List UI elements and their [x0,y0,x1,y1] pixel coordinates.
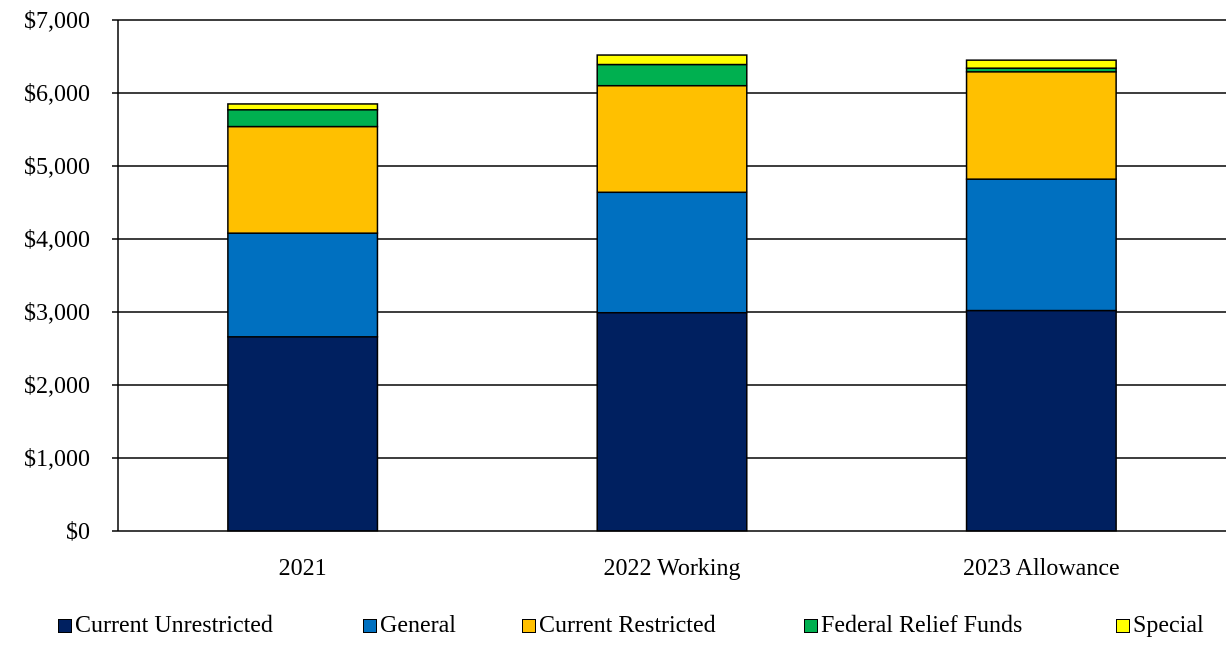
axes [117,20,1226,532]
legend-label: Current Unrestricted [75,612,273,638]
y-axis-ticks: $0 $1,000 $2,000 $3,000 $4,000 $5,000 $6,000 $7… [24,8,118,545]
legend-item: General [363,612,456,639]
x-axis-ticks: 2021 2022 Working 2023 Allowance [279,555,1120,581]
bar-segment [227,232,379,338]
legend-swatch [1116,618,1130,633]
legend-swatch [363,618,377,633]
bar-segment [596,191,748,314]
x-tick-label: 2023 Allowance [963,555,1120,581]
y-tick-label: $5,000 [24,154,90,180]
bar-segment [227,336,379,532]
bar-segment [596,311,748,532]
legend-label: General [380,612,456,638]
legend-label: Special [1133,612,1204,638]
legend-swatch [58,618,72,633]
legend: Current Unrestricted General Current Restr… [0,612,1226,646]
y-tick-label: $3,000 [24,300,90,326]
y-tick-label: $4,000 [24,227,90,253]
bar-segment [596,84,748,194]
bar-segment [596,63,748,87]
bar-segment [965,309,1117,532]
x-tick-label: 2022 Working [604,555,741,581]
y-tick-label: $1,000 [24,446,90,472]
bar-segment [965,59,1117,69]
legend-label: Federal Relief Funds [821,612,1023,638]
bars [227,54,1117,532]
legend-label: Current Restricted [539,612,716,638]
bar-segment [596,54,748,66]
y-tick-label: $7,000 [24,8,90,34]
bar-segment [227,109,379,128]
y-tick-label: $0 [66,519,90,545]
bar-segment [965,71,1117,180]
legend-item: Special [1116,612,1204,639]
y-tick-label: $2,000 [24,373,90,399]
bar-segment [227,125,379,234]
bar-segment [227,103,379,111]
legend-swatch [522,618,536,633]
y-tick-label: $6,000 [24,81,90,107]
legend-item: Federal Relief Funds [804,612,1022,639]
legend-item: Current Unrestricted [58,612,273,639]
bar-segment [965,178,1117,312]
stacked-bar-chart: $0 $1,000 $2,000 $3,000 $4,000 $5,000 $6,000 $7… [24,8,1226,581]
legend-item: Current Restricted [522,612,716,639]
legend-swatch [804,618,818,633]
x-tick-label: 2021 [279,555,327,581]
